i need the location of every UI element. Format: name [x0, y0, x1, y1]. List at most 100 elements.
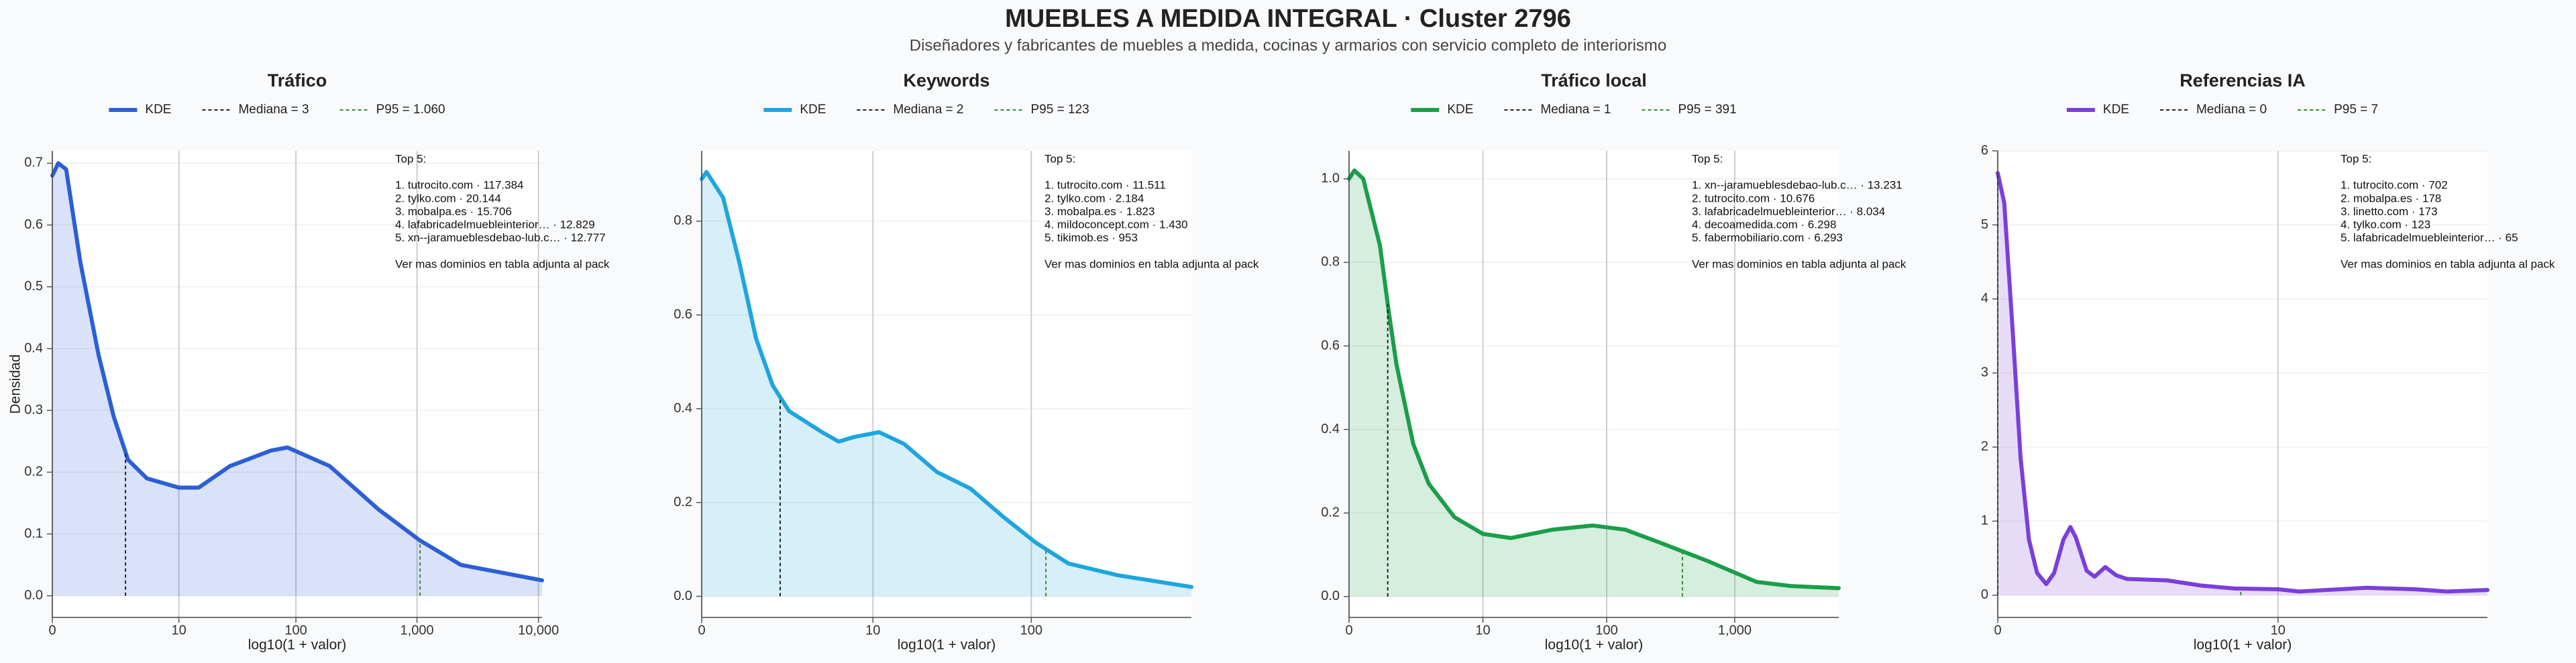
- annotation-item: 4. mildoconcept.com · 1.430: [1044, 218, 1188, 231]
- x-tick-label: 100: [1020, 623, 1042, 638]
- annotation-item: 5. tikimob.es · 953: [1044, 231, 1138, 244]
- x-axis-label: log10(1 + valor): [248, 638, 347, 653]
- annotation-item: 1. tutrocito.com · 11.511: [1044, 179, 1166, 192]
- annotation-footer: Ver mas dominios en tabla adjunta al pac…: [395, 257, 610, 270]
- annotation-footer: Ver mas dominios en tabla adjunta al pac…: [2341, 257, 2555, 270]
- annotation-item: 1. tutrocito.com · 117.384: [395, 179, 524, 192]
- x-tick-label: 10: [1475, 623, 1490, 638]
- legend: KDE Mediana = 1 P95 = 391: [1411, 103, 1737, 117]
- legend-label: KDE: [2103, 103, 2129, 117]
- legend-label: Mediana = 0: [2196, 103, 2267, 117]
- annotation-item: 3. mobalpa.es · 15.706: [395, 205, 512, 218]
- legend: KDE Mediana = 3 P95 = 1.060: [109, 103, 445, 117]
- panel: 0.0 0.2 0.4 0.6 0.8 0 10 100 Keywords log10(1 + v…: [674, 70, 1259, 652]
- x-tick-label: 10,000: [518, 623, 559, 638]
- annotation-item: 5. fabermobiliario.com · 6.293: [1692, 231, 1843, 244]
- annotation-item: 4. lafabricadelmuebleinterior… · 12.829: [395, 218, 595, 231]
- y-tick-label: 0.4: [674, 401, 692, 416]
- legend-label: KDE: [800, 103, 826, 117]
- panel-title: Referencias IA: [2180, 70, 2306, 91]
- x-tick-label: 0: [1994, 623, 2001, 638]
- annotation-item: 4. tylko.com · 123: [2341, 218, 2430, 231]
- annotation-footer: Ver mas dominios en tabla adjunta al pac…: [1692, 257, 1907, 270]
- annotation-heading: Top 5:: [1692, 152, 1723, 165]
- y-tick-label: 4: [1981, 291, 1988, 306]
- annotation-item: 1. tutrocito.com · 702: [2341, 179, 2448, 192]
- plot-area: [52, 151, 542, 617]
- x-tick-label: 100: [1595, 623, 1617, 638]
- annotation-item: 2. mobalpa.es · 178: [2341, 192, 2441, 204]
- y-tick-label: 0.0: [674, 589, 692, 603]
- y-tick-label: 3: [1981, 365, 1988, 380]
- kde-area: [1349, 170, 1839, 597]
- annotation-item: 2. tylko.com · 20.144: [395, 192, 501, 204]
- legend-label: KDE: [145, 103, 171, 117]
- annotation-item: 3. mobalpa.es · 1.823: [1044, 205, 1155, 218]
- plot-area: [1349, 151, 1839, 617]
- y-tick-label: 0.3: [24, 402, 43, 417]
- x-tick-label: 100: [284, 623, 307, 638]
- x-tick-label: 10: [865, 623, 880, 638]
- annotation-item: 3. linetto.com · 173: [2341, 205, 2438, 218]
- annotation-heading: Top 5:: [2341, 152, 2371, 165]
- legend-label: Mediana = 2: [893, 103, 963, 117]
- x-axis-label: log10(1 + valor): [898, 638, 996, 653]
- panel: 0.0 0.2 0.4 0.6 0.8 1.0 0 10 100 1,000 Tráfico loc…: [1321, 70, 1907, 652]
- legend-label: KDE: [1447, 103, 1473, 117]
- x-tick-label: 0: [48, 623, 56, 638]
- annotation-item: 5. lafabricadelmuebleinterior… · 65: [2341, 231, 2518, 244]
- x-axis-label: log10(1 + valor): [1545, 638, 1644, 653]
- panel-title: Tráfico: [268, 70, 327, 91]
- plot-area: [702, 151, 1191, 617]
- annotation-item: 3. lafabricadelmuebleinterior… · 8.034: [1692, 205, 1885, 218]
- x-tick-label: 0: [698, 623, 705, 638]
- annotation-item: 5. xn--jaramueblesdebao-lub.c… · 12.777: [395, 231, 606, 244]
- y-tick-label: 0.5: [24, 279, 43, 294]
- panel-title: Keywords: [903, 70, 989, 91]
- annotation-item: 4. decoamedida.com · 6.298: [1692, 218, 1836, 231]
- y-tick-label: 0.4: [1321, 422, 1340, 436]
- legend-label: Mediana = 3: [238, 103, 309, 117]
- panel-title: Tráfico local: [1541, 70, 1647, 91]
- kde-line: [1347, 168, 1841, 591]
- kde-line: [700, 170, 1193, 589]
- y-tick-label: 0.2: [24, 465, 43, 479]
- y-tick-label: 0.0: [24, 588, 43, 603]
- legend: KDE Mediana = 0 P95 = 7: [2066, 103, 2378, 117]
- y-axis-label: Densidad: [8, 355, 23, 414]
- chart-title: MUEBLES A MEDIDA INTEGRAL · Cluster 2796: [1005, 5, 1571, 33]
- y-tick-label: 0.6: [674, 307, 692, 322]
- x-tick-label: 1,000: [1718, 623, 1752, 638]
- annotation-item: 1. xn--jaramueblesdebao-lub.c… · 13.231: [1692, 179, 1902, 192]
- kde-area: [702, 172, 1191, 597]
- legend-label: P95 = 7: [2334, 103, 2378, 117]
- y-tick-label: 0.0: [1321, 589, 1340, 603]
- x-axis-label: log10(1 + valor): [2194, 638, 2292, 653]
- legend-label: P95 = 391: [1678, 103, 1737, 117]
- y-tick-label: 2: [1981, 439, 1988, 454]
- annotation-heading: Top 5:: [1044, 152, 1075, 165]
- annotation-footer: Ver mas dominios en tabla adjunta al pac…: [1044, 257, 1259, 270]
- legend-label: Mediana = 1: [1540, 103, 1611, 117]
- y-tick-label: 0.1: [24, 526, 43, 541]
- y-tick-label: 0.4: [24, 341, 43, 355]
- kde-line: [50, 161, 544, 583]
- legend-label: P95 = 123: [1031, 103, 1089, 117]
- x-tick-label: 10: [2271, 623, 2286, 638]
- y-tick-label: 5: [1981, 217, 1988, 232]
- y-tick-label: 0.8: [674, 213, 692, 228]
- y-tick-label: 6: [1981, 143, 1988, 158]
- y-tick-label: 0.2: [1321, 505, 1340, 520]
- x-tick-label: 1,000: [400, 623, 434, 638]
- y-tick-label: 1.0: [1321, 171, 1340, 186]
- y-tick-label: 0.8: [1321, 255, 1340, 269]
- panel: 0.0 0.1 0.2 0.3 0.4 0.5 0.6 0.7 0 10 100 1,000 10,00…: [8, 70, 610, 652]
- panel: 0 1 2 3 4 5 6 0 10 Referencias IA log10(1 + valor)…: [1981, 70, 2555, 652]
- y-tick-label: 0.6: [1321, 338, 1340, 353]
- legend-label: P95 = 1.060: [376, 103, 445, 117]
- y-tick-label: 1: [1981, 514, 1988, 528]
- annotation-item: 2. tylko.com · 2.184: [1044, 192, 1144, 204]
- kde-line: [1996, 171, 2489, 594]
- y-tick-label: 0.7: [24, 156, 43, 170]
